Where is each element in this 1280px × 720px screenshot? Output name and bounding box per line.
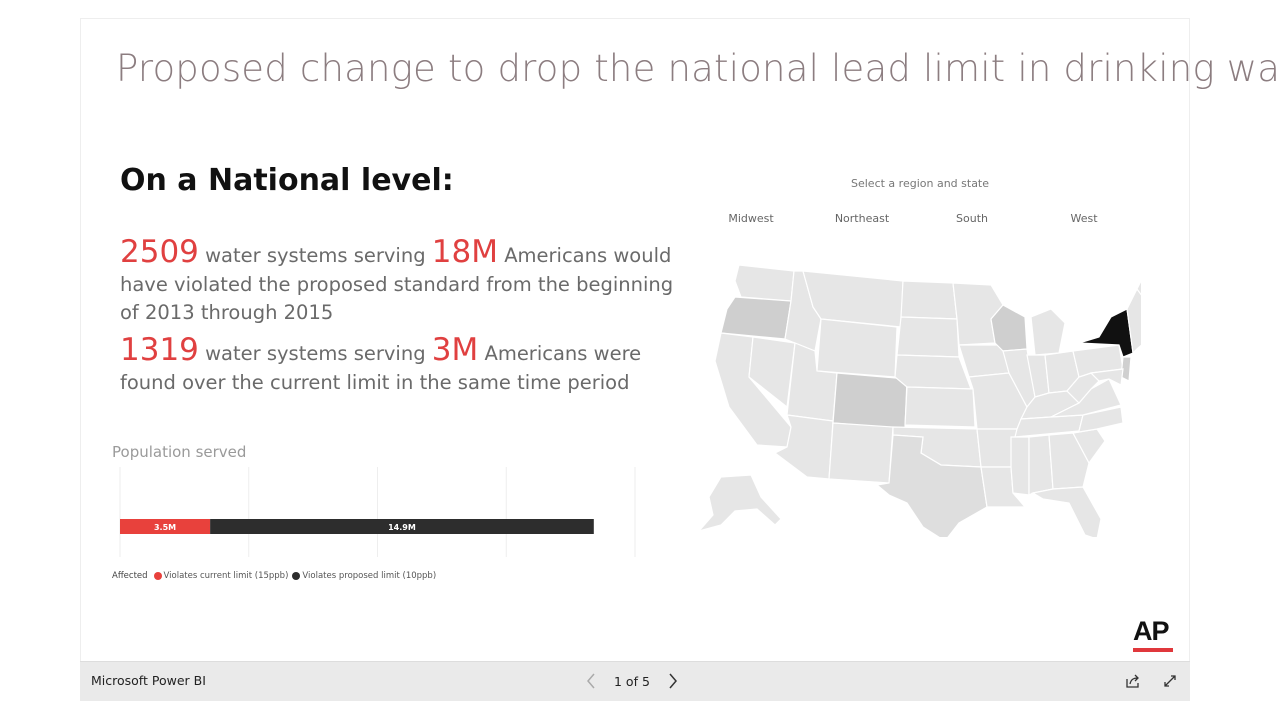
map-hint: Select a region and state (851, 177, 990, 190)
report-title: Proposed change to drop the national lea… (116, 47, 1280, 90)
page-navigator: 1 of 5 (580, 670, 684, 692)
chevron-right-icon[interactable] (662, 670, 684, 692)
state-colorado[interactable] (832, 372, 908, 430)
state-kansas[interactable] (904, 386, 976, 428)
share-icon[interactable] (1123, 671, 1143, 691)
state-florida[interactable] (1031, 486, 1102, 537)
stat-text: Americans would have violated the propos… (120, 244, 674, 324)
stat-text: water systems serving (198, 244, 432, 267)
state-washington[interactable] (734, 264, 795, 302)
state-nebraska[interactable] (894, 354, 972, 390)
state-michigan[interactable] (1030, 308, 1066, 356)
chart-legend: Affected Violates current limit (15ppb) … (112, 571, 440, 581)
stat-number: 2509 (120, 234, 199, 270)
legend-item-current[interactable]: Violates current limit (15ppb) (153, 571, 289, 581)
ap-logo-text: AP (1133, 616, 1170, 646)
stat-paragraph-1: 2509 water systems serving 18M Americans… (120, 233, 680, 327)
state-maryland[interactable] (1089, 368, 1124, 386)
page-indicator: 1 of 5 (614, 673, 650, 689)
ap-logo-bar (1133, 648, 1173, 652)
state-wyoming[interactable] (816, 318, 898, 378)
state-new-mexico[interactable] (828, 422, 894, 484)
state-oregon[interactable] (720, 296, 792, 340)
state-wisconsin[interactable] (990, 304, 1028, 352)
stat-text: water systems serving (198, 342, 432, 365)
region-west-button[interactable]: West (1070, 212, 1098, 225)
state-alaska[interactable] (697, 474, 782, 533)
stats-block: 2509 water systems serving 18M Americans… (120, 233, 680, 397)
powerbi-brand-link[interactable]: Microsoft Power BI (91, 673, 206, 688)
region-slicer: Midwest Northeast South West (706, 212, 1156, 232)
section-heading: On a National level: (120, 163, 454, 198)
region-northeast-button[interactable]: Northeast (834, 212, 890, 225)
region-midwest-button[interactable]: Midwest (728, 212, 774, 225)
legend-title: Affected (112, 571, 148, 581)
state-south-dakota[interactable] (896, 316, 960, 358)
us-state-map[interactable] (691, 257, 1141, 537)
legend-label: Violates current limit (15ppb) (163, 571, 289, 581)
state-north-dakota[interactable] (900, 280, 958, 320)
legend-item-proposed[interactable]: Violates proposed limit (10ppb) (292, 571, 436, 581)
state-mississippi[interactable] (1010, 436, 1030, 496)
state-nevada[interactable] (748, 336, 796, 409)
stat-number: 3M (431, 332, 479, 368)
chart-title: Population served (112, 443, 247, 461)
legend-label: Violates proposed limit (10ppb) (302, 571, 437, 581)
fullscreen-icon[interactable] (1160, 671, 1180, 691)
bar-data-label: 14.9M (388, 523, 416, 532)
legend-dot-icon (292, 572, 301, 580)
powerbi-footer: Microsoft Power BI 1 of 5 (80, 661, 1190, 701)
report-canvas: Proposed change to drop the national lea… (80, 18, 1280, 661)
stat-text: Americans were found over the current li… (120, 342, 642, 394)
state-georgia[interactable] (1048, 432, 1090, 490)
stat-paragraph-2: 1319 water systems serving 3M Americans … (120, 331, 680, 397)
stat-number: 1319 (120, 332, 199, 368)
bar-segment[interactable] (210, 519, 594, 534)
legend-dot-icon (153, 572, 162, 580)
bar-segment[interactable] (120, 519, 211, 534)
chevron-left-icon[interactable] (580, 670, 602, 692)
state-maine[interactable] (1136, 277, 1141, 317)
ap-logo: AP (1133, 617, 1175, 652)
stat-number: 18M (431, 234, 498, 270)
bar-data-label: 3.5M (154, 523, 176, 532)
state-texas[interactable] (875, 434, 988, 537)
state-louisiana[interactable] (980, 466, 1027, 508)
region-south-button[interactable]: South (956, 212, 988, 225)
